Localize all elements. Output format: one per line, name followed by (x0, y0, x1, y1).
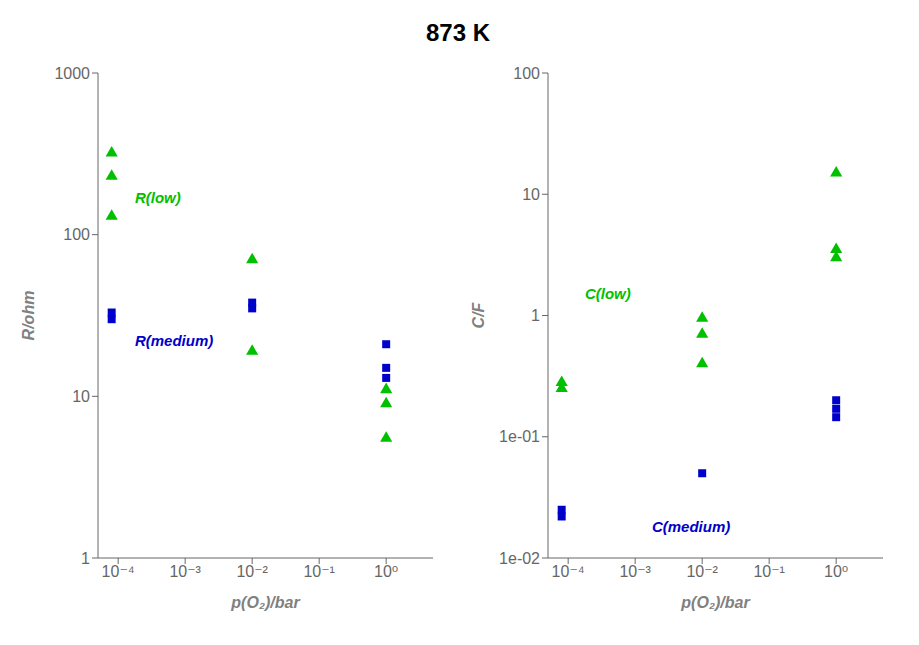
svg-text:10⁻⁴: 10⁻⁴ (102, 563, 135, 580)
svg-text:R(low): R(low) (135, 189, 181, 206)
svg-text:p(O₂)/bar: p(O₂)/bar (230, 594, 300, 611)
svg-text:10: 10 (522, 186, 540, 203)
svg-text:1: 1 (81, 550, 90, 567)
svg-text:R/ohm: R/ohm (20, 291, 37, 341)
svg-text:10⁰: 10⁰ (824, 563, 848, 580)
html-text:873 K: 873 K (426, 19, 490, 46)
svg-text:C(medium): C(medium) (652, 518, 730, 535)
svg-text:100: 100 (63, 226, 90, 243)
svg-text:100: 100 (513, 65, 540, 82)
svg-text:1000: 1000 (54, 65, 90, 82)
svg-text:10: 10 (72, 388, 90, 405)
svg-text:C/F: C/F (470, 301, 487, 328)
svg-text:10⁻¹: 10⁻¹ (303, 563, 335, 580)
svg-text:1e-01: 1e-01 (499, 428, 540, 445)
svg-text:10⁰: 10⁰ (374, 563, 398, 580)
svg-text:R(medium): R(medium) (135, 332, 213, 349)
svg-text:1e-02: 1e-02 (499, 550, 540, 567)
svg-text:p(O₂)/bar: p(O₂)/bar (680, 594, 750, 611)
svg-text:10⁻¹: 10⁻¹ (753, 563, 785, 580)
svg-text:10⁻³: 10⁻³ (619, 563, 651, 580)
svg-text:10⁻³: 10⁻³ (169, 563, 201, 580)
svg-text:10⁻⁴: 10⁻⁴ (552, 563, 585, 580)
svg-text:C(low): C(low) (585, 285, 631, 302)
svg-text:1: 1 (531, 307, 540, 324)
svg-text:10⁻²: 10⁻² (236, 563, 268, 580)
svg-text:10⁻²: 10⁻² (686, 563, 718, 580)
